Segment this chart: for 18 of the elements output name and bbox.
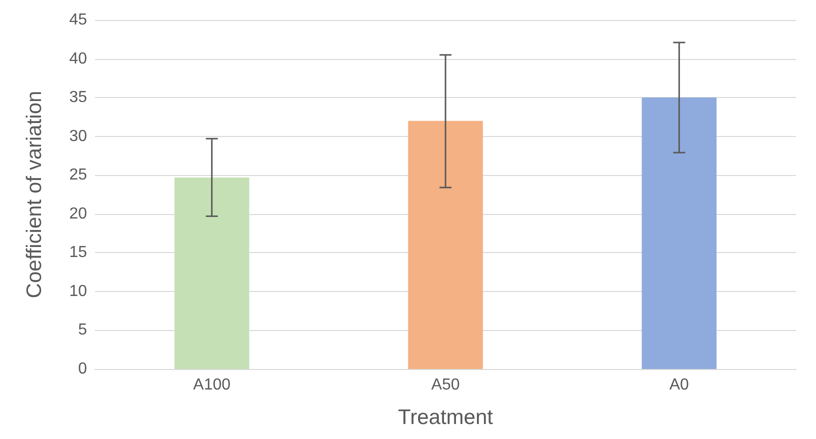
x-tick-label: A50 [431,376,460,394]
y-tick-label: 5 [78,322,88,339]
bar [642,98,717,369]
y-tick-label: 45 [69,12,88,28]
y-tick-label: 35 [69,89,88,106]
y-tick-label: 25 [69,166,88,184]
bar [174,177,250,369]
bar [408,120,483,369]
y-tick-label: 15 [69,244,88,262]
y-tick-label: 20 [69,205,88,222]
x-tick-label: A0 [669,376,690,394]
y-axis-title: Coefficient of variation [23,90,46,298]
y-tick-label: 30 [69,128,88,145]
x-axis-title: Treatment [398,406,494,429]
x-tick-label: A100 [193,376,231,394]
y-tick-label: 40 [69,50,88,68]
y-tick-label: 0 [78,360,88,378]
y-tick-label: 10 [69,282,88,300]
